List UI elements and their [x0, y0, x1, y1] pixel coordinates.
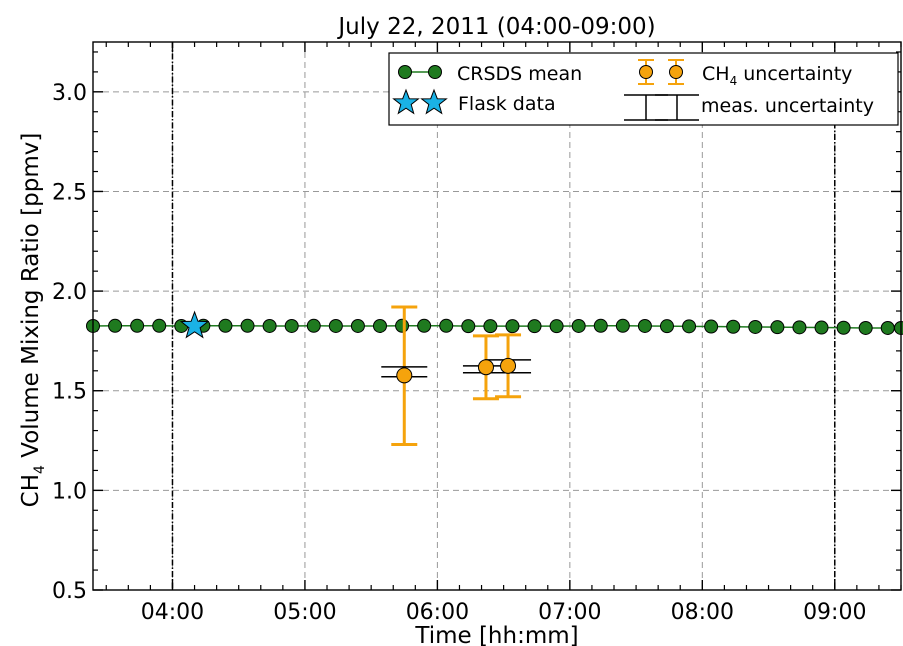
- y-tick-label: 2.5: [52, 180, 87, 205]
- crsds-mean-point: [461, 319, 476, 334]
- y-tick-label: 0.5: [52, 579, 87, 604]
- crsds-mean-point: [306, 318, 321, 333]
- x-tick-label: 09:00: [803, 600, 866, 625]
- y-tick-label: 3.0: [52, 81, 87, 106]
- series-layer: [86, 305, 903, 447]
- legend-key-crsds-marker-b: [428, 65, 442, 79]
- crsds-mean-point: [108, 318, 123, 333]
- ch4-point: [477, 359, 494, 376]
- crsds-mean-point: [328, 318, 343, 333]
- legend-key-ch4: [638, 59, 684, 85]
- crsds-mean-point: [130, 318, 145, 333]
- crsds-mean-point: [417, 318, 432, 333]
- crsds-mean-point: [659, 319, 674, 334]
- crsds-mean-point: [894, 320, 903, 335]
- crsds-mean-point: [505, 319, 520, 334]
- crsds-mean-point: [372, 318, 387, 333]
- x-tick-label: 04:00: [141, 600, 204, 625]
- crsds-mean-point: [615, 318, 630, 333]
- y-tick-label: 2.0: [52, 280, 87, 305]
- legend-key-crsds-marker-a: [398, 65, 412, 79]
- chart-title: July 22, 2011 (04:00-09:00): [336, 14, 655, 40]
- legend: CRSDS mean CH4 uncertainty Flask data: [388, 52, 899, 126]
- x-tick-label: 05:00: [273, 600, 336, 625]
- ch4-point: [500, 357, 517, 374]
- legend-label-crsds: CRSDS mean: [457, 63, 582, 85]
- crsds-mean-point: [439, 318, 454, 333]
- vertical-markers: [171, 42, 836, 590]
- x-axis-label: Time [hh:mm]: [414, 623, 578, 646]
- y-axis-label-suffix: Volume Mixing Ratio [ppmv]: [18, 133, 44, 465]
- legend-key-meas: [624, 94, 699, 121]
- legend-label-ch4: CH4 uncertainty: [702, 63, 852, 88]
- crsds-mean-point: [814, 320, 829, 335]
- crsds-mean-point: [218, 318, 233, 333]
- crsds-mean-point: [682, 319, 697, 334]
- legend-key-flask-star-a: [392, 88, 420, 115]
- legend-label-meas: meas. uncertainty: [701, 95, 874, 117]
- crsds-mean-point: [571, 318, 586, 333]
- crsds-mean-point: [395, 318, 410, 333]
- crsds-mean-point: [704, 319, 719, 334]
- y-axis-label-sub: 4: [32, 465, 48, 474]
- legend-key-flask-star-b: [420, 88, 448, 115]
- legend-box: [388, 52, 899, 126]
- y-axis-label: CH4 Volume Mixing Ratio [ppmv]: [18, 133, 48, 508]
- x-tick-label: 07:00: [538, 600, 601, 625]
- legend-key-crsds: [398, 65, 442, 79]
- crsds-mean-point: [527, 319, 542, 334]
- y-tick-label: 1.5: [52, 380, 87, 405]
- crsds-mean-point: [284, 318, 299, 333]
- crsds-mean-point: [880, 320, 895, 335]
- y-tick-label: 1.0: [52, 479, 87, 504]
- crsds-mean-point: [792, 320, 807, 335]
- x-tick-label: 08:00: [671, 600, 734, 625]
- crsds-mean-point: [858, 320, 873, 335]
- legend-label-ch4-suffix: uncertainty: [737, 63, 852, 85]
- legend-label-flask: Flask data: [458, 93, 556, 115]
- legend-label-ch4-sub: 4: [730, 74, 738, 88]
- legend-key-flask: [392, 88, 448, 115]
- crsds-mean-point: [350, 318, 365, 333]
- crsds-mean-point: [726, 319, 741, 334]
- crsds-mean-point: [240, 318, 255, 333]
- ch4-point: [396, 367, 413, 384]
- x-tick-label: 06:00: [406, 600, 469, 625]
- crsds-mean-point: [748, 319, 763, 334]
- crsds-mean-point: [637, 318, 652, 333]
- crsds-mean-point: [483, 319, 498, 334]
- crsds-mean-point: [836, 320, 851, 335]
- legend-label-ch4-prefix: CH: [702, 63, 730, 85]
- legend-key-ch4-marker-a: [639, 65, 653, 79]
- flask-point: [179, 310, 210, 339]
- plot-frame: [92, 41, 902, 591]
- crsds-mean-point: [549, 319, 564, 334]
- crsds-mean-point: [152, 318, 167, 333]
- crsds-mean-point: [262, 318, 277, 333]
- crsds-mean-point: [593, 318, 608, 333]
- legend-key-ch4-marker-b: [669, 65, 683, 79]
- crsds-mean-point: [770, 320, 785, 335]
- y-axis-label-prefix: CH: [18, 474, 44, 507]
